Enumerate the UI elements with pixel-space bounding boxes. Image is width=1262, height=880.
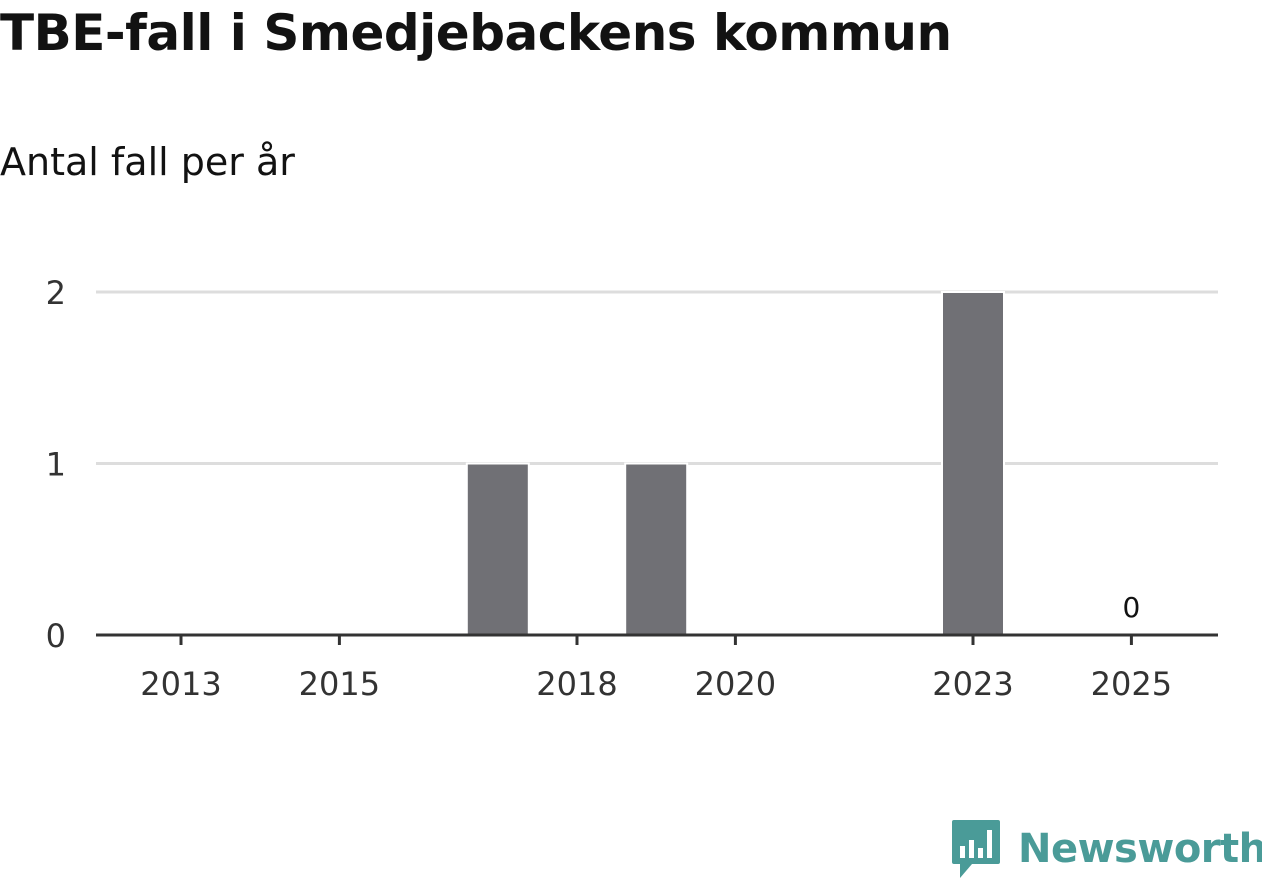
bar-2023 <box>941 291 1005 636</box>
data-label: 0 <box>1122 591 1140 624</box>
bar-chart: 0 1 2 2013 2015 2018 2020 2023 2025 0 <box>46 274 1218 703</box>
logo-text: Newsworthy <box>1018 826 1262 872</box>
chart-title: TBE-fall i Smedjebackens kommun <box>0 4 952 62</box>
x-tick-label: 2015 <box>299 665 380 703</box>
y-tick-label: 0 <box>46 617 66 655</box>
x-tick-label: 2018 <box>536 665 617 703</box>
y-tick-label: 1 <box>46 446 66 484</box>
x-tick-label: 2023 <box>932 665 1013 703</box>
bar-2017 <box>465 462 530 636</box>
bar-2019 <box>624 462 689 636</box>
x-tick-label: 2020 <box>695 665 776 703</box>
newsworthy-logo-icon <box>952 820 1000 878</box>
chart-subtitle: Antal fall per år <box>0 140 295 184</box>
newsworthy-logo: Newsworthy <box>950 818 1262 880</box>
x-tick-label: 2013 <box>140 665 221 703</box>
axes: 0 1 2 2013 2015 2018 2020 2023 2025 0 <box>46 274 1218 703</box>
gridlines <box>96 290 1218 465</box>
x-tick-label: 2025 <box>1091 665 1172 703</box>
bars <box>465 291 1005 636</box>
y-tick-label: 2 <box>46 274 66 312</box>
